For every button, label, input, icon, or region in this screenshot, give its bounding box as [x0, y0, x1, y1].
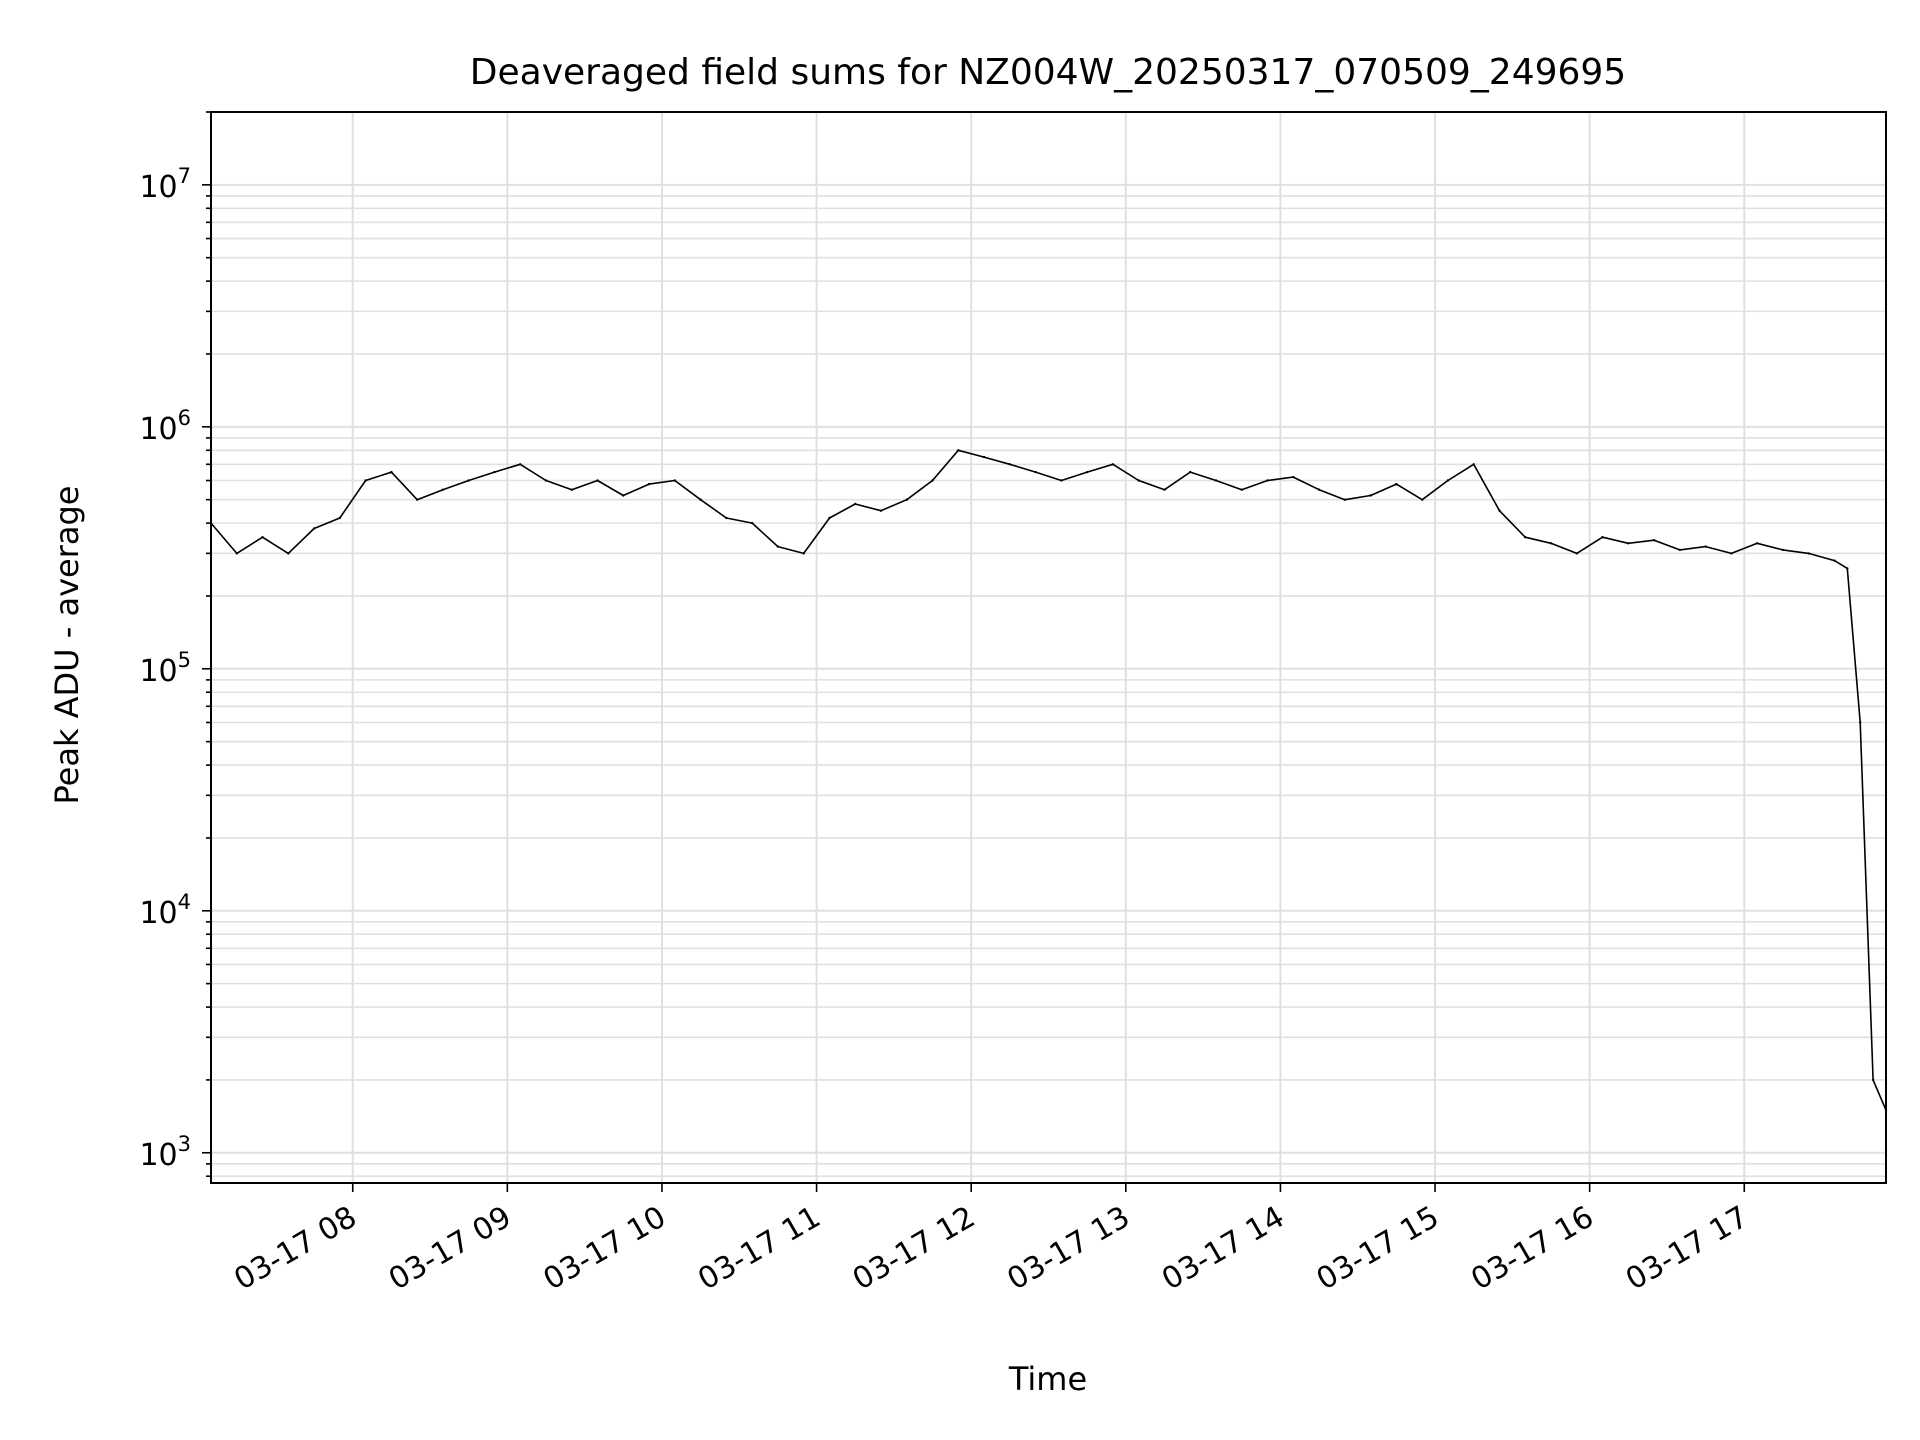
data-point [338, 516, 341, 520]
data-point [1446, 479, 1450, 482]
series-layer [209, 449, 1888, 1112]
data-point [467, 479, 470, 482]
data-point [905, 498, 908, 501]
data-point [544, 479, 548, 482]
grid-lines [211, 111, 1886, 1183]
data-point [1240, 488, 1244, 491]
data-point [416, 498, 419, 501]
data-point [1756, 542, 1759, 545]
data-point [1137, 479, 1140, 482]
data-point [957, 449, 960, 452]
data-point [493, 470, 496, 474]
data-point [1730, 552, 1733, 555]
data-point [1704, 545, 1707, 548]
y-tick-exponent: 5 [178, 648, 191, 672]
data-point [1163, 488, 1166, 491]
data-point [828, 516, 831, 520]
y-tick-label: 106 [139, 406, 191, 447]
y-tick-exponent: 6 [178, 406, 191, 430]
data-point [647, 482, 651, 486]
data-point [1343, 498, 1347, 501]
y-tick-base: 10 [139, 170, 177, 205]
data-point [699, 498, 702, 501]
data-point [854, 502, 857, 506]
data-point [776, 545, 780, 548]
y-tick-label: 105 [139, 648, 191, 689]
data-point [1871, 1078, 1875, 1082]
data-point [441, 488, 445, 491]
data-point [725, 516, 728, 520]
data-point [1652, 539, 1656, 542]
data-point [1395, 482, 1398, 486]
data-point [1421, 498, 1424, 501]
data-point [1846, 567, 1849, 570]
y-tick-label: 103 [139, 1132, 191, 1173]
y-tick-label: 104 [139, 890, 191, 931]
data-point [1060, 479, 1063, 482]
y-tick-base: 10 [139, 896, 177, 931]
data-point [1807, 552, 1810, 555]
data-point [1678, 548, 1682, 552]
data-point [1369, 494, 1372, 497]
chart-title: Deaveraged field sums for NZ004W_2025031… [470, 52, 1626, 93]
data-point [570, 488, 573, 491]
data-point [596, 479, 599, 482]
data-point [1859, 721, 1862, 724]
y-tick-base: 10 [139, 654, 177, 689]
y-tick-exponent: 7 [178, 164, 191, 188]
y-axis-label: Peak ADU - average [48, 486, 86, 805]
data-point [751, 521, 754, 525]
data-point [287, 552, 290, 555]
data-point [1833, 559, 1836, 562]
plot-frame [210, 111, 1887, 1184]
data-point [235, 552, 238, 555]
data-point [390, 470, 393, 474]
data-point [1524, 536, 1527, 539]
data-point [1008, 463, 1011, 466]
series-line-0 [210, 449, 1887, 1111]
data-point [261, 536, 264, 539]
data-point [1498, 509, 1501, 512]
y-tick-exponent: 4 [178, 890, 191, 914]
x-axis-label: Time [1008, 1360, 1087, 1398]
data-point [1781, 548, 1785, 552]
y-tick-base: 10 [139, 1138, 177, 1173]
data-point [1292, 475, 1295, 479]
data-point [622, 494, 625, 497]
data-point [1601, 536, 1604, 539]
data-point [802, 552, 805, 555]
data-point [1111, 463, 1115, 466]
y-tick-label: 107 [139, 164, 191, 205]
data-point [1575, 552, 1579, 555]
y-tick-exponent: 3 [178, 1132, 191, 1156]
data-point [1472, 463, 1475, 466]
data-point [519, 463, 522, 466]
data-point [1189, 470, 1192, 474]
data-point [982, 455, 986, 459]
data-point [1034, 470, 1037, 474]
data-point [1266, 479, 1269, 482]
data-point [312, 527, 316, 530]
data-point [1317, 488, 1321, 491]
data-point [1549, 542, 1553, 545]
data-point [931, 479, 934, 482]
y-tick-base: 10 [139, 412, 177, 447]
data-point [1214, 479, 1218, 482]
data-point [1627, 542, 1630, 545]
data-point [673, 479, 676, 482]
data-point [879, 509, 883, 512]
data-point [364, 479, 367, 482]
data-point [1086, 470, 1089, 474]
